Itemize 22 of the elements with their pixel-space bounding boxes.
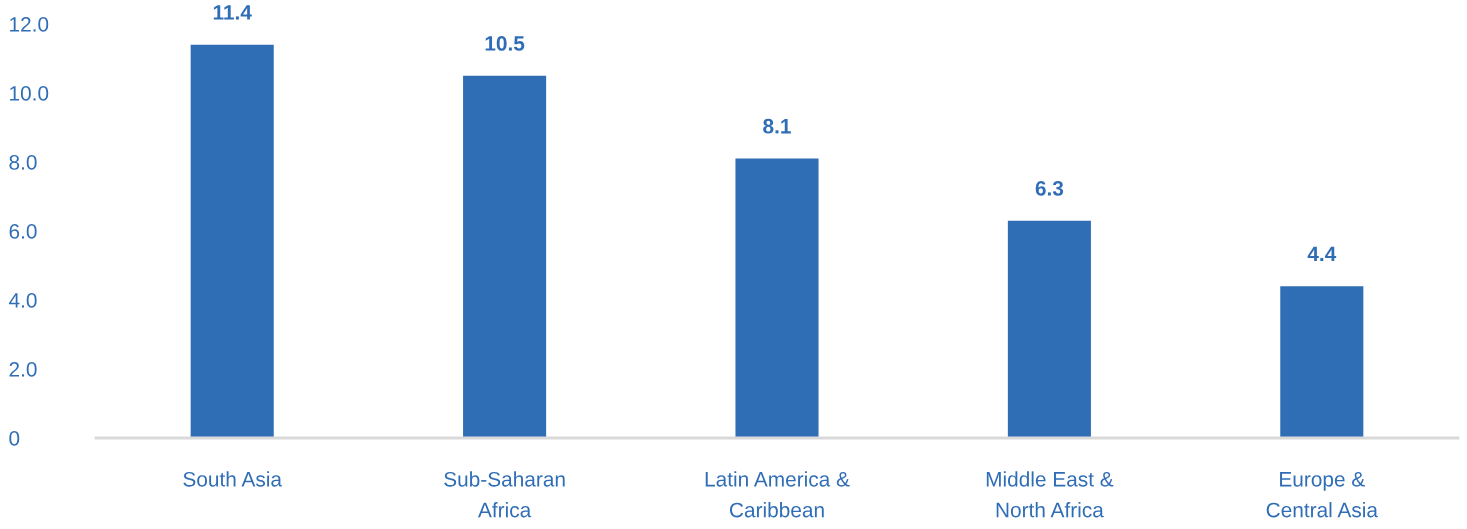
data-label: 6.3 <box>1035 180 1064 196</box>
y-tick-label: 8.0 <box>9 155 37 170</box>
y-tick-label: 10.0 <box>10 86 49 101</box>
bar <box>1007 220 1091 438</box>
x-tick-label: South Asia <box>183 471 283 487</box>
bar <box>463 75 547 438</box>
y-tick-label: 6.0 <box>9 224 37 239</box>
data-label: 8.1 <box>763 118 791 134</box>
data-label: 4.4 <box>1307 246 1337 262</box>
y-tick-label: 0 <box>9 431 20 446</box>
x-tick-label: Europe & Central Asia <box>1266 472 1378 518</box>
y-tick-label: 2.0 <box>9 362 37 377</box>
data-label: 11.4 <box>213 5 252 20</box>
y-tick-label: 12.0 <box>10 17 49 32</box>
bar <box>735 158 819 438</box>
bar <box>190 44 274 438</box>
data-label: 10.5 <box>485 36 525 51</box>
x-tick-label: Latin America & Caribbean <box>705 471 850 518</box>
y-tick-label: 4.0 <box>8 293 37 308</box>
bar <box>1280 286 1364 438</box>
x-tick-label: Sub-Saharan Africa <box>444 471 565 518</box>
x-tick-label: Middle East & North Africa <box>986 471 1114 518</box>
